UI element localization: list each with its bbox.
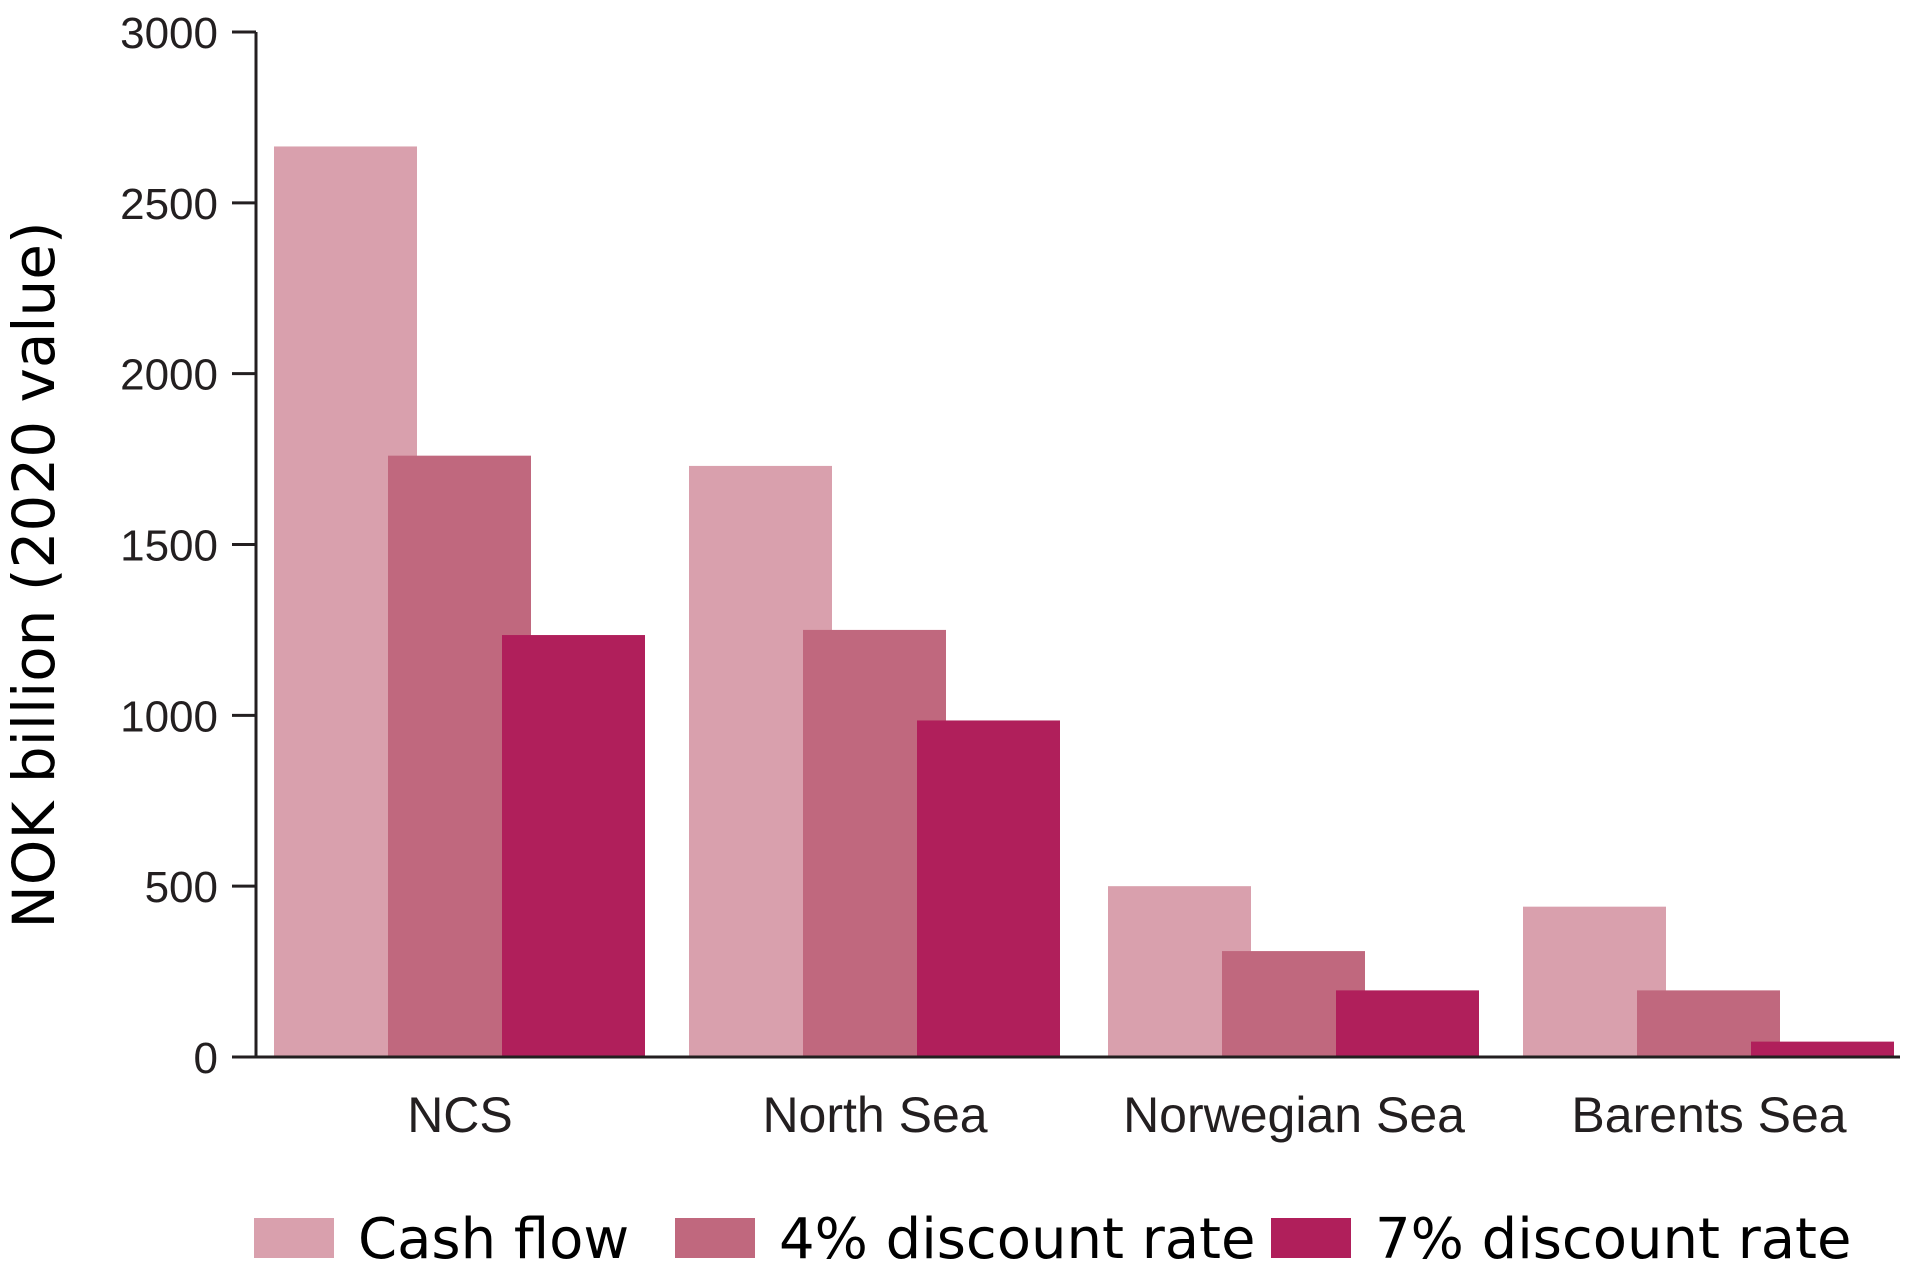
legend: Cash flow 4% discount rate 7% discount rat… — [254, 1207, 1851, 1272]
y-tick-label: 1000 — [120, 692, 218, 741]
bar-norwegian-sea-series-3 — [1336, 990, 1479, 1057]
labels-layer: 0 500 1000 1500 2000 2500 3000 NCS North Sea Norw… — [0, 9, 1847, 1143]
x-category-label: North Sea — [762, 1087, 987, 1143]
legend-label: 4% discount rate — [779, 1207, 1255, 1272]
legend-label: Cash flow — [358, 1207, 629, 1272]
y-tick-label: 500 — [145, 863, 218, 912]
x-category-label: NCS — [407, 1087, 513, 1143]
legend-label: 7% discount rate — [1375, 1207, 1851, 1272]
legend-swatch — [1271, 1218, 1351, 1258]
y-tick-label: 2000 — [120, 351, 218, 400]
bars-layer — [274, 146, 1894, 1058]
legend-swatch — [675, 1218, 755, 1258]
y-tick-label: 1500 — [120, 522, 218, 571]
y-tick-label: 2500 — [120, 180, 218, 229]
bar-north-sea-series-3 — [917, 720, 1060, 1057]
y-tick-label: 0 — [194, 1034, 218, 1083]
y-axis-title: NOK billion (2020 value) — [0, 221, 68, 928]
bar-ncs-series-3 — [502, 635, 645, 1057]
legend-swatch — [254, 1218, 334, 1258]
x-category-label: Norwegian Sea — [1123, 1087, 1465, 1143]
bar-barents-sea-series-3 — [1751, 1041, 1894, 1057]
y-tick-label: 3000 — [120, 9, 218, 58]
axes-layer — [232, 30, 1900, 1059]
x-category-label: Barents Sea — [1571, 1087, 1846, 1143]
